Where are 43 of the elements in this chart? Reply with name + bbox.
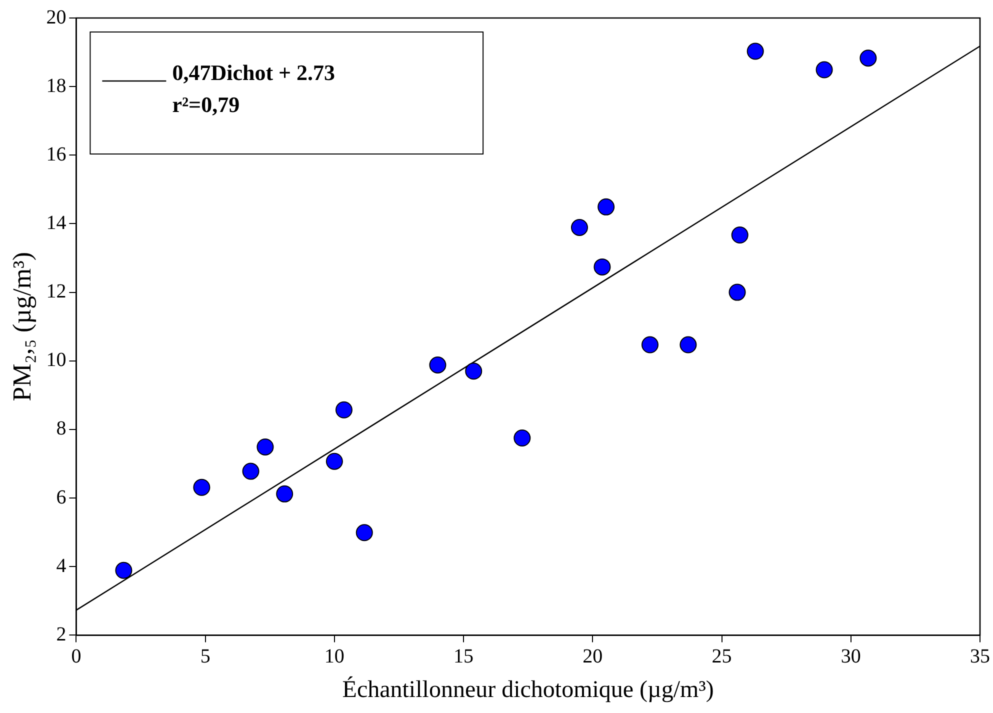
- point: [641, 336, 658, 354]
- point: [680, 336, 697, 354]
- x-tick-label: 15: [454, 645, 474, 668]
- x-tick-label: 25: [712, 645, 732, 668]
- point: [514, 430, 531, 447]
- x-tick-label: 10: [324, 645, 344, 668]
- y-tick-label: 20: [46, 6, 66, 28]
- y-tick-label: 8: [56, 418, 66, 440]
- y-tick-label: 18: [46, 74, 66, 97]
- point: [242, 462, 260, 480]
- point: [728, 284, 746, 301]
- point: [429, 356, 446, 374]
- point: [326, 452, 343, 470]
- legend-label: 0,47Dichot + 2.73: [172, 60, 336, 85]
- point: [276, 485, 294, 502]
- x-tick-label: 20: [582, 645, 603, 668]
- y-tick-label: 6: [56, 486, 66, 508]
- point: [860, 50, 877, 67]
- point: [816, 61, 833, 78]
- y-axis-title: PM₂,₅ (µg/m³): [7, 252, 36, 402]
- x-axis-title: Échantillonneur dichotomique (µg/m³): [342, 676, 714, 703]
- point: [594, 258, 611, 276]
- y-tick-label: 14: [46, 212, 66, 234]
- y-tick-label: 2: [56, 623, 66, 646]
- y-tick-label: 16: [46, 143, 66, 166]
- x-tick-label: 5: [200, 645, 210, 668]
- point: [356, 524, 373, 542]
- point: [256, 438, 274, 456]
- point: [193, 478, 210, 496]
- point: [731, 226, 748, 244]
- point: [115, 562, 132, 579]
- y-tick-label: 4: [56, 554, 66, 577]
- y-tick-label: 10: [46, 349, 66, 372]
- y-tick-label: 12: [46, 280, 66, 303]
- x-tick-label: 35: [970, 645, 990, 668]
- point: [570, 219, 588, 236]
- x-tick-label: 0: [71, 645, 82, 668]
- point: [598, 198, 615, 216]
- point: [335, 401, 352, 418]
- point: [746, 42, 764, 60]
- annotation: r²=0,79: [172, 92, 240, 117]
- point: [465, 362, 482, 380]
- x-tick-label: 30: [840, 645, 861, 668]
